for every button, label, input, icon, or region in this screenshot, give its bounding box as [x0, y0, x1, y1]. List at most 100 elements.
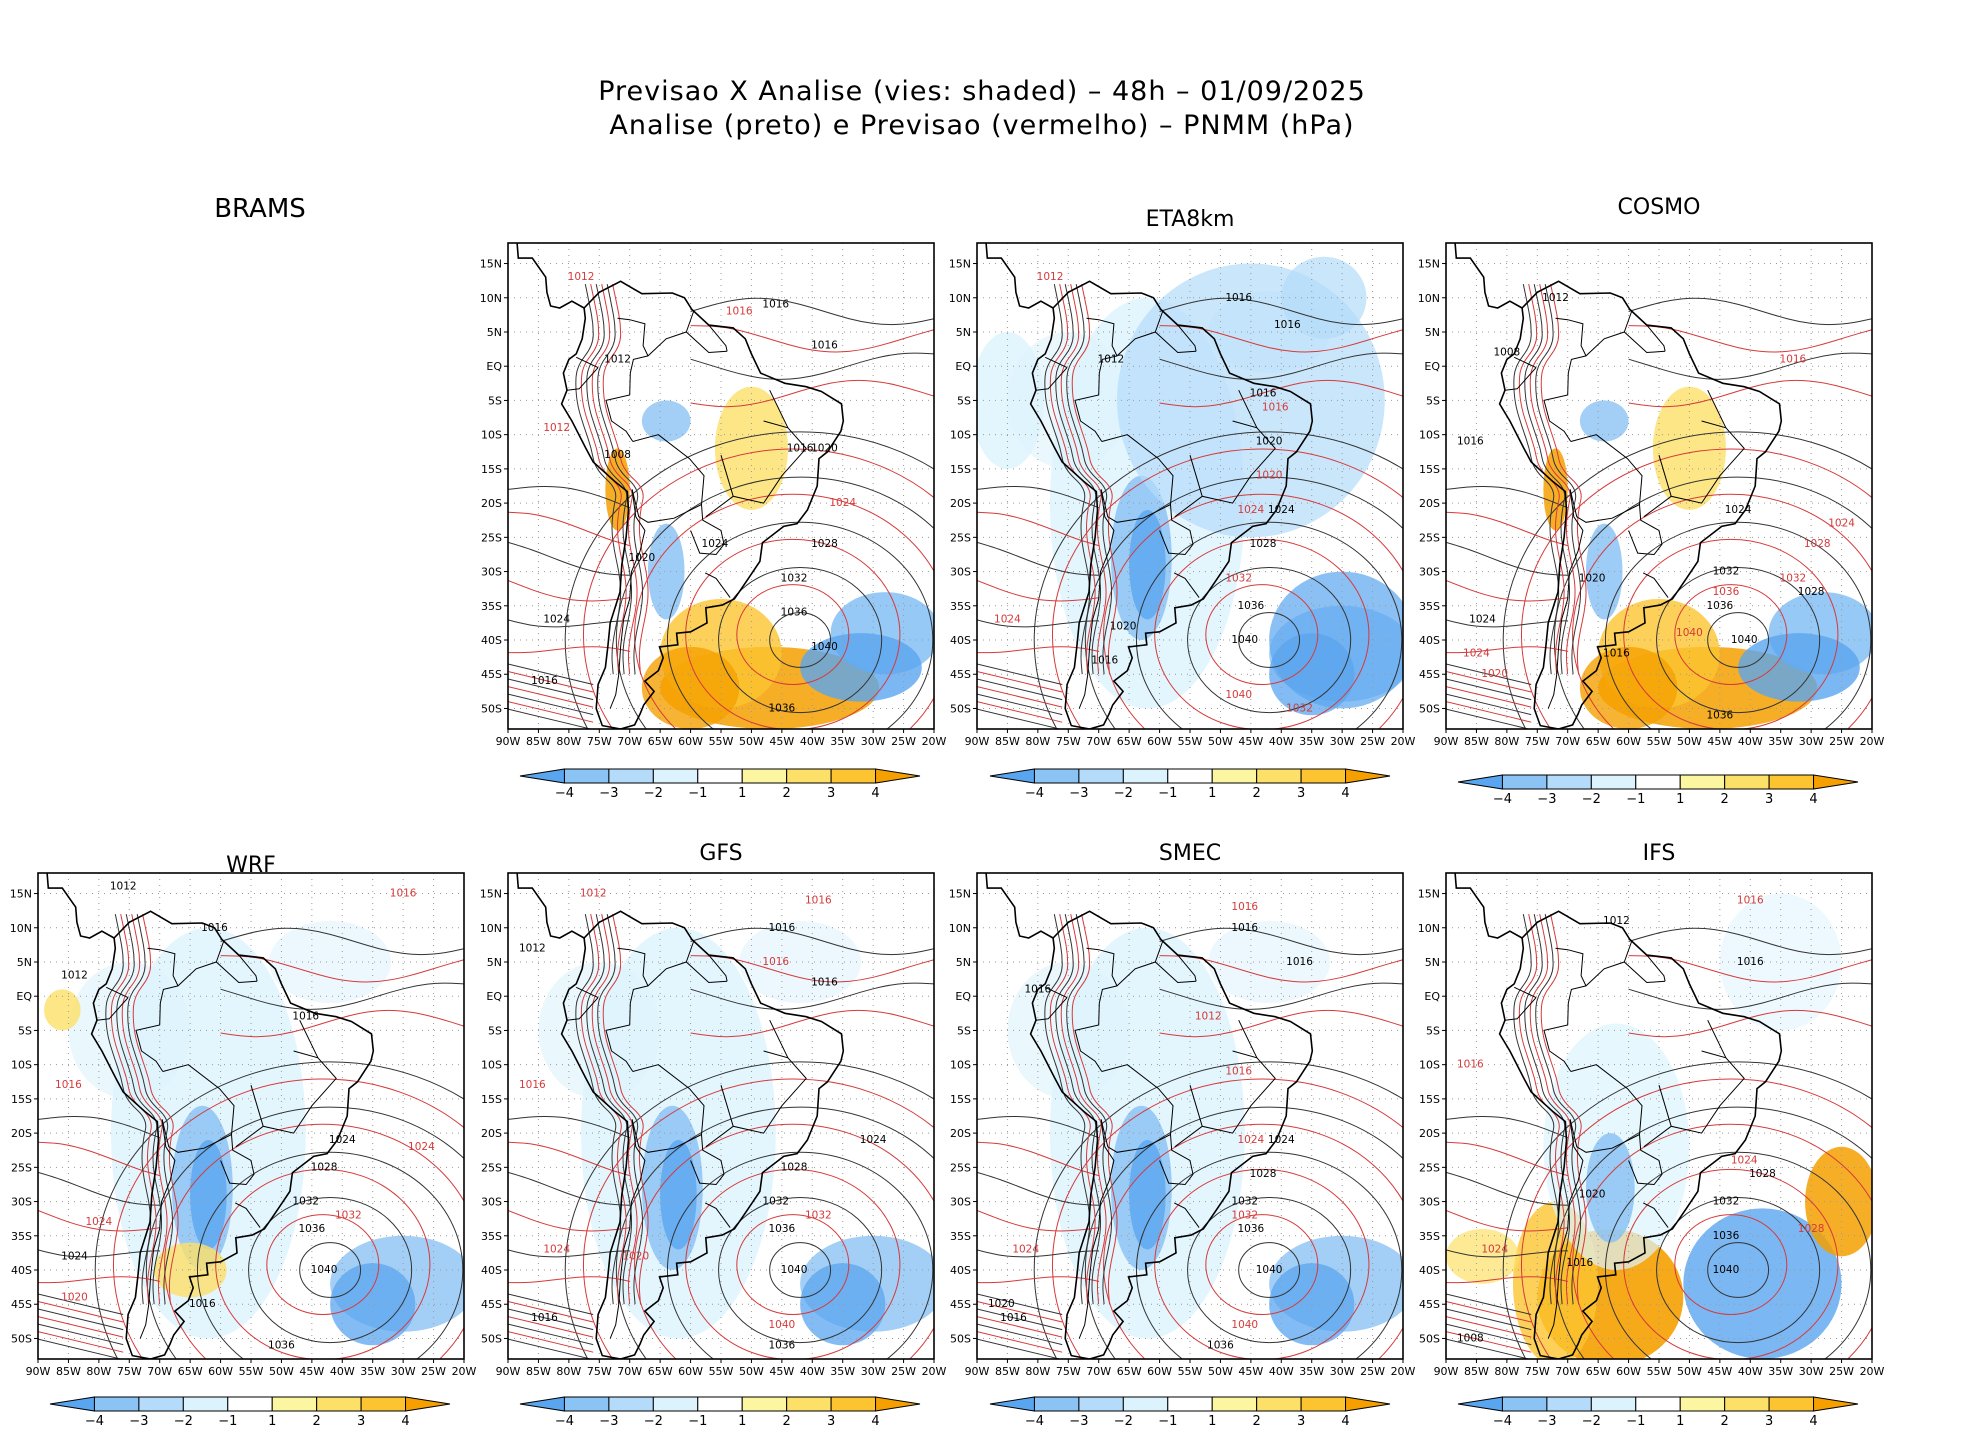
lat-tick-label: EQ — [1424, 990, 1440, 1003]
colorbar-segment — [1813, 1396, 1859, 1412]
lat-tick-label: 30S — [1419, 566, 1440, 579]
panel-content: 1012 1016 1016 1016 1024 1028 1032 1028 1036 1040… — [1446, 873, 1872, 1359]
lon-tick-label: 30W — [391, 1365, 416, 1378]
colorbar-segment — [519, 768, 565, 784]
isobar-line — [977, 701, 1063, 723]
contour-label: 1008 — [1457, 1332, 1484, 1344]
colorbar-label: 4 — [1809, 792, 1817, 807]
contour-label: 1020 — [1579, 572, 1606, 584]
isobar-line — [1446, 1249, 1568, 1258]
lat-tick-label: 10N — [1418, 922, 1440, 935]
lon-tick-label: 30W — [1330, 735, 1355, 748]
lat-tick-label: 35S — [950, 600, 971, 613]
country-border — [1174, 1125, 1203, 1148]
lat-tick-label: 5S — [1426, 1024, 1440, 1037]
isobar-line — [1524, 283, 1571, 675]
lat-tick-label: 5S — [488, 1024, 502, 1037]
isobar-line — [1446, 485, 1568, 509]
isobar-line — [38, 1249, 160, 1258]
isobar-line — [977, 686, 1063, 708]
isobar-line — [690, 352, 934, 380]
coastline — [516, 243, 585, 309]
lon-tick-label: 50W — [1208, 735, 1233, 748]
contour-label: 1028 — [1804, 538, 1831, 550]
isobar-line — [1674, 1214, 1788, 1316]
lat-tick-label: 30S — [481, 566, 502, 579]
isobar-line — [508, 1338, 593, 1359]
lat-tick-label: 15N — [1418, 258, 1440, 271]
isobar-line — [977, 1331, 1063, 1353]
lon-tick-label: 20W — [1860, 1365, 1885, 1378]
colorbar-label: −1 — [1158, 1414, 1177, 1429]
colorbar-label: −2 — [174, 1414, 193, 1429]
bias-shade — [1805, 1146, 1872, 1257]
country-border — [704, 572, 731, 598]
contour-label: 1024 — [994, 613, 1021, 625]
contour-label: 1016 — [726, 305, 753, 317]
colorbar-segment — [1300, 1396, 1347, 1412]
country-border — [1628, 1134, 1663, 1186]
country-border — [215, 941, 225, 963]
contour-label: 1016 — [1091, 655, 1118, 667]
colorbar-segment — [1546, 774, 1592, 790]
colorbar-segment — [1768, 774, 1815, 790]
colorbar-label: 2 — [1253, 786, 1261, 801]
colorbar-label: 1 — [738, 786, 746, 801]
lon-tick-label: 90W — [1434, 1365, 1459, 1378]
contour-label: 1024 — [1012, 1243, 1039, 1255]
contour-label: 1016 — [1000, 1312, 1027, 1324]
lat-tick-label: 15S — [1419, 1093, 1440, 1106]
country-border — [1154, 941, 1164, 963]
lat-tick-label: 5S — [1426, 394, 1440, 407]
coastline — [1029, 910, 1314, 1359]
panel-title: GFS — [699, 841, 742, 866]
lat-tick-label: 25S — [481, 1161, 502, 1174]
contour-label: 1020 — [1256, 436, 1283, 448]
isobar-line — [690, 982, 934, 1010]
contour-label: 1036 — [781, 607, 808, 619]
lon-tick-label: 75W — [1525, 1365, 1550, 1378]
lat-tick-label: 10N — [10, 922, 32, 935]
isobar-line — [690, 379, 934, 408]
isobar-line — [583, 448, 934, 729]
isobar-line — [1628, 955, 1872, 983]
lon-tick-label: 30W — [861, 1365, 886, 1378]
isobar-line — [1446, 619, 1568, 628]
contour-label: 1016 — [1457, 1059, 1484, 1071]
country-border — [1074, 331, 1197, 442]
colorbar-label: −3 — [129, 1414, 148, 1429]
lon-tick-label: 20W — [1860, 735, 1885, 748]
country-border — [605, 961, 728, 1072]
colorbar-segment — [1211, 768, 1258, 784]
isobar-line — [508, 1115, 630, 1139]
colorbar-label: −2 — [1114, 786, 1133, 801]
contour-label: 1028 — [1798, 1223, 1825, 1235]
isobar-line — [508, 1293, 594, 1315]
lon-tick-label: 70W — [1086, 735, 1111, 748]
isobar-line — [583, 1078, 934, 1359]
lon-tick-label: 90W — [1434, 735, 1459, 748]
colorbar-label: 2 — [1721, 1414, 1729, 1429]
contour-label: 1016 — [805, 894, 832, 906]
isobar-line — [1084, 1106, 1403, 1359]
country-border — [299, 1019, 319, 1059]
contour-label: 1024 — [702, 538, 729, 550]
country-border — [685, 311, 695, 333]
isobar-line — [1060, 913, 1107, 1305]
contour-label: 1036 — [768, 1223, 795, 1235]
country-border — [690, 504, 725, 556]
isobar-line — [1540, 913, 1587, 1305]
lat-tick-label: EQ — [1424, 360, 1440, 373]
isobar-line — [977, 663, 1063, 685]
country-border — [690, 1134, 725, 1186]
isobar-line — [1446, 541, 1568, 576]
panel-content: 1012101610161012101610121016102010241028… — [508, 243, 934, 729]
isobar-line — [977, 1293, 1063, 1315]
bias-shade — [1208, 920, 1330, 1004]
colorbar-label: −3 — [1537, 792, 1556, 807]
lon-tick-label: 25W — [891, 1365, 916, 1378]
colorbar-segment — [563, 1396, 610, 1412]
lon-tick-label: 70W — [1555, 735, 1580, 748]
coastline — [516, 873, 585, 939]
isobar-line — [564, 431, 934, 729]
